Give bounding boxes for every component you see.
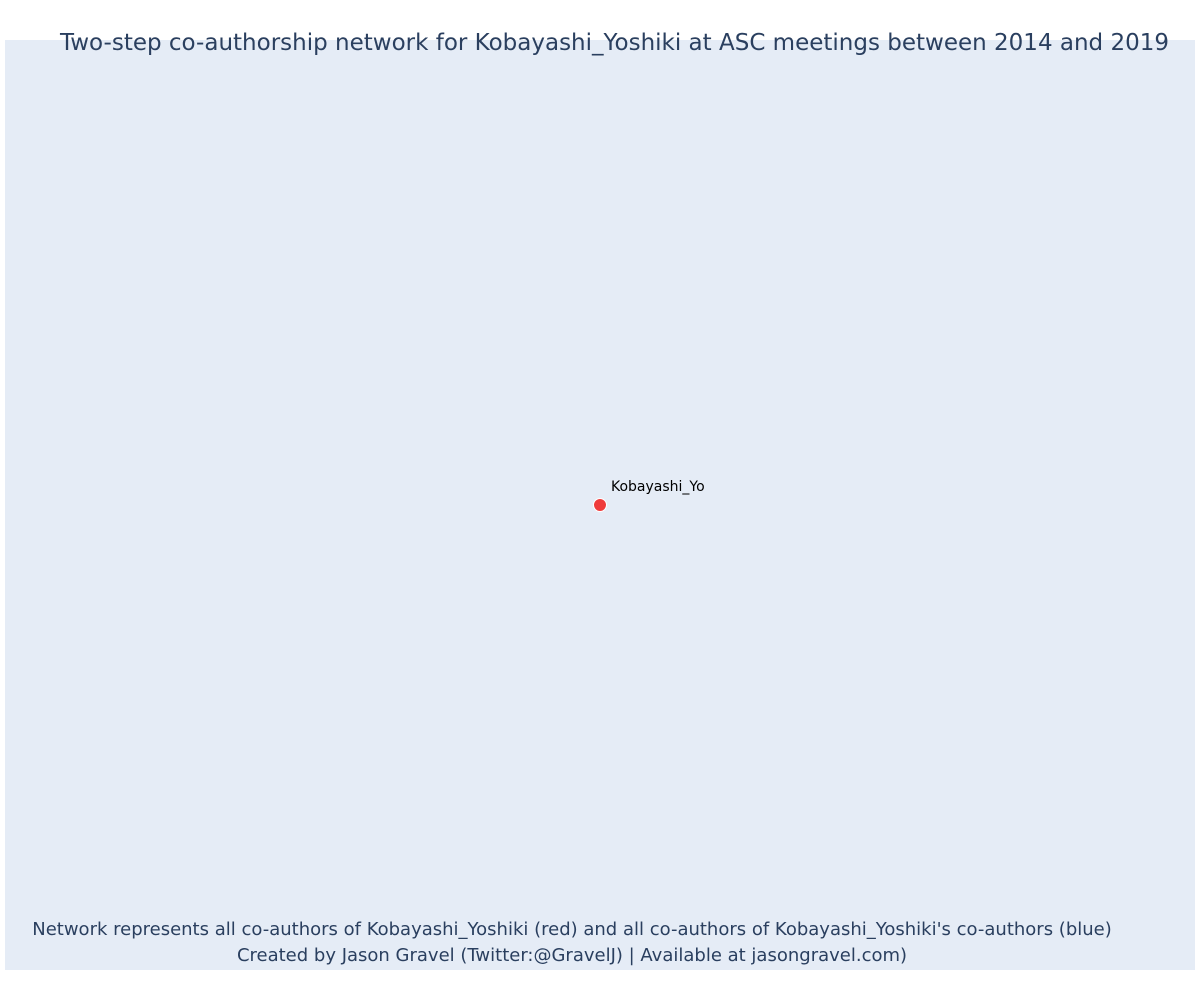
footnote-description: Network represents all co-authors of Kob…: [32, 919, 1112, 940]
chart-title: Two-step co-authorship network for Kobay…: [60, 30, 1169, 56]
nodes-layer: Kobayashi_Yo: [593, 479, 705, 512]
footnote-credit: Created by Jason Gravel (Twitter:@Gravel…: [236, 945, 908, 966]
node-label: Kobayashi_Yo: [611, 479, 705, 495]
node-marker[interactable]: [593, 498, 607, 512]
network-node[interactable]: Kobayashi_Yo: [593, 479, 705, 512]
